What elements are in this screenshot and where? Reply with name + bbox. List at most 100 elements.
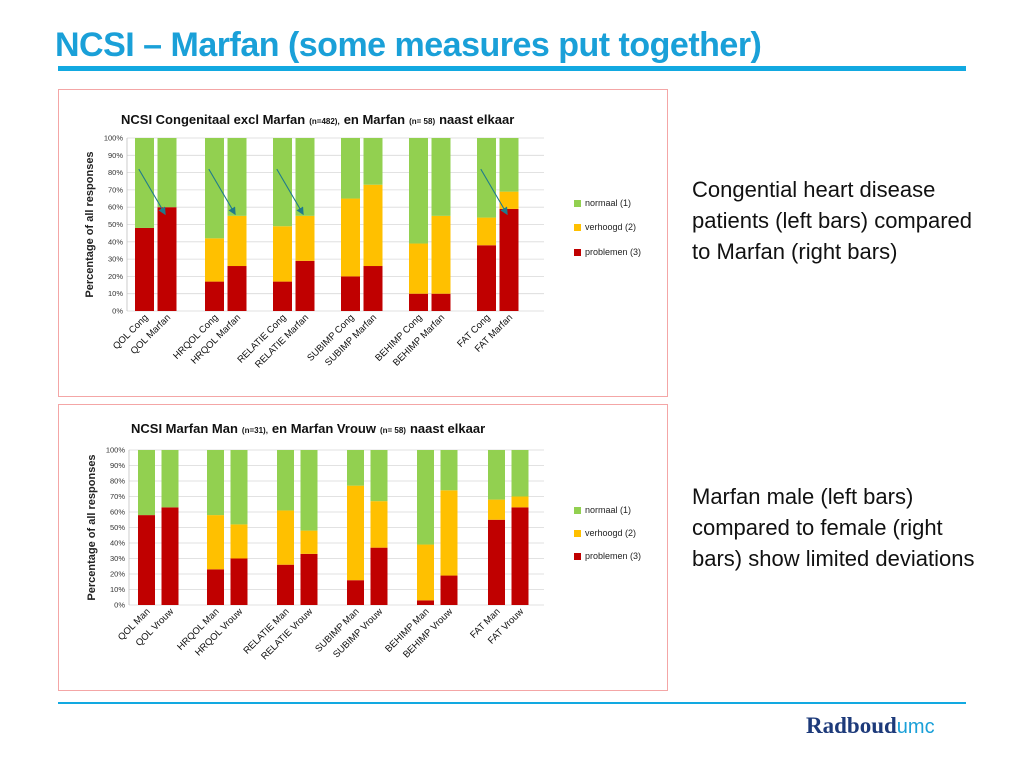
y-tick-label: 30%	[110, 554, 125, 563]
bar-segment-verhoogd	[511, 496, 529, 508]
legend-label-verhoogd: verhoogd (2)	[585, 222, 636, 232]
y-tick-label: 60%	[110, 508, 125, 517]
chart-title-part: NCSI Marfan Man	[131, 421, 238, 436]
bar-segment-normaal	[363, 138, 383, 185]
chart-congenital-vs-marfan: NCSI Congenitaal excl Marfan (n=482), en M…	[84, 112, 641, 370]
bar-segment-verhoogd	[347, 485, 364, 581]
bar-segment-normaal	[409, 138, 428, 244]
bar-segment-problemen	[207, 569, 224, 605]
y-tick-label: 40%	[108, 237, 123, 246]
chart-title-part: naast elkaar	[410, 421, 485, 436]
bar-segment-verhoogd	[363, 184, 383, 267]
bar-segment-verhoogd	[295, 215, 315, 261]
legend-label-normaal: normaal (1)	[585, 505, 631, 515]
bar-segment-normaal	[370, 450, 388, 502]
y-tick-label: 90%	[110, 461, 125, 470]
bar-segment-problemen	[230, 558, 248, 605]
bar-segment-verhoogd	[227, 215, 247, 267]
bar-segment-normaal	[161, 450, 179, 508]
y-tick-label: 40%	[110, 539, 125, 548]
bar-segment-problemen	[440, 575, 458, 605]
bar-segment-normaal	[488, 450, 505, 500]
bar-segment-problemen	[161, 507, 179, 605]
legend-swatch-verhoogd	[574, 530, 581, 537]
bar-segment-problemen	[135, 227, 154, 311]
y-tick-label: 90%	[108, 151, 123, 160]
bar-segment-problemen	[295, 260, 315, 311]
bar-segment-problemen	[417, 600, 434, 605]
bar-segment-verhoogd	[277, 510, 294, 565]
y-tick-label: 80%	[108, 168, 123, 177]
bar-segment-normaal	[440, 450, 458, 491]
radboudumc-logo: Radboudumc	[806, 713, 935, 739]
bar-segment-normaal	[499, 138, 519, 192]
y-tick-label: 30%	[108, 255, 123, 264]
bar-segment-normaal	[477, 138, 496, 218]
legend-swatch-verhoogd	[574, 224, 581, 231]
chart-title-part: (n=31),	[242, 426, 268, 435]
bar-segment-normaal	[138, 450, 155, 516]
legend-swatch-problemen	[574, 249, 581, 256]
legend-label-verhoogd: verhoogd (2)	[585, 528, 636, 538]
chart-title-part: en Marfan	[344, 112, 405, 127]
bar-segment-problemen	[431, 293, 451, 311]
y-tick-label: 50%	[108, 220, 123, 229]
y-tick-label: 100%	[106, 446, 126, 455]
chart-title-part: (n=482),	[309, 117, 339, 126]
annotation-arrow	[480, 168, 508, 216]
chart-man-vs-vrouw: NCSI Marfan Man (n=31), en Marfan Vrouw (n=…	[86, 421, 641, 662]
bar-segment-normaal	[431, 138, 451, 216]
bar-segment-normaal	[300, 450, 318, 531]
bar-segment-problemen	[409, 293, 428, 311]
bar-segment-normaal	[511, 450, 529, 497]
chart-title-part: en Marfan Vrouw	[272, 421, 377, 436]
legend-label-problemen: problemen (3)	[585, 551, 641, 561]
bar-segment-problemen	[370, 547, 388, 605]
y-tick-label: 100%	[104, 134, 124, 143]
bar-segment-problemen	[363, 266, 383, 311]
logo-radboud: Radboud	[806, 713, 897, 738]
y-tick-label: 80%	[110, 477, 125, 486]
bar-segment-verhoogd	[417, 544, 434, 601]
y-tick-label: 70%	[108, 185, 123, 194]
bar-segment-normaal	[230, 450, 248, 525]
bar-segment-problemen	[157, 207, 177, 311]
bar-segment-normaal	[277, 450, 294, 511]
y-tick-label: 20%	[110, 570, 125, 579]
bar-segment-problemen	[341, 276, 360, 311]
bar-segment-normaal	[347, 450, 364, 486]
bar-segment-normaal	[135, 138, 154, 228]
bar-segment-problemen	[138, 515, 155, 605]
bar-segment-normaal	[205, 138, 224, 239]
bar-segment-problemen	[477, 245, 496, 311]
y-tick-label: 0%	[112, 307, 123, 316]
chart-title-part: NCSI Congenitaal excl Marfan	[121, 112, 305, 127]
y-tick-label: 0%	[114, 601, 125, 610]
footer-rule	[58, 702, 966, 704]
chart-title: NCSI Marfan Man (n=31), en Marfan Vrouw (n=…	[131, 421, 485, 436]
chart-title-part: naast elkaar	[439, 112, 514, 127]
bar-segment-problemen	[205, 281, 224, 311]
bar-segment-problemen	[499, 208, 519, 311]
y-axis-label: Percentage of all responses	[86, 454, 98, 600]
legend-swatch-normaal	[574, 200, 581, 207]
slide-title: NCSI – Marfan (some measures put togethe…	[55, 26, 762, 64]
bar-segment-problemen	[511, 507, 529, 605]
note-congenital-vs-marfan: Congential heart disease patients (left …	[692, 177, 973, 264]
bar-segment-verhoogd	[341, 198, 360, 277]
bar-segment-verhoogd	[431, 215, 451, 294]
bar-segment-verhoogd	[205, 238, 224, 282]
bar-segment-problemen	[273, 281, 292, 311]
bar-segment-verhoogd	[207, 515, 224, 570]
note-man-vs-vrouw: Marfan male (left bars) compared to fema…	[692, 484, 975, 571]
bar-segment-normaal	[295, 138, 315, 216]
bar-segment-normaal	[227, 138, 247, 216]
chart-title-part: (n= 58)	[409, 117, 435, 126]
chart-title: NCSI Congenitaal excl Marfan (n=482), en M…	[121, 112, 514, 127]
bar-segment-verhoogd	[488, 499, 505, 520]
bar-segment-problemen	[227, 266, 247, 311]
bar-segment-normaal	[341, 138, 360, 199]
legend-swatch-normaal	[574, 507, 581, 514]
legend-label-normaal: normaal (1)	[585, 198, 631, 208]
legend-swatch-problemen	[574, 553, 581, 560]
